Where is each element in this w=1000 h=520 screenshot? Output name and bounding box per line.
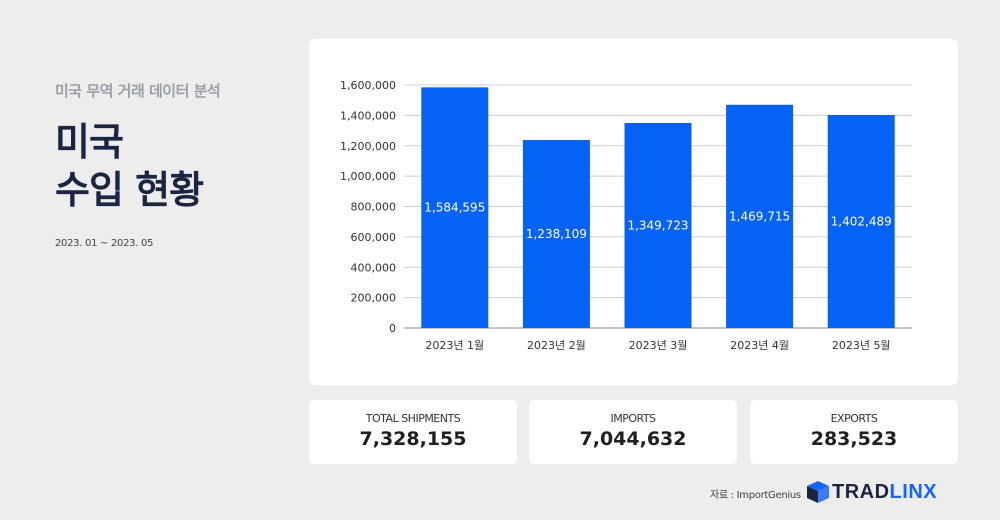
x-tick-label: 2023년 1월 — [425, 339, 484, 352]
stat-label: IMPORTS — [610, 412, 656, 425]
cube-logo-icon — [807, 481, 829, 503]
y-tick-label: 600,000 — [351, 231, 397, 244]
bar-value-label: 1,349,723 — [627, 219, 688, 233]
bar — [522, 139, 590, 328]
y-tick-label: 0 — [389, 322, 396, 335]
x-tick-label: 2023년 3월 — [629, 339, 688, 352]
y-tick-label: 1,200,000 — [340, 140, 396, 153]
stat-total-shipments: TOTAL SHIPMENTS 7,328,155 — [309, 400, 517, 464]
logo-text-part2: LINX — [889, 481, 938, 503]
x-tick-label: 2023년 4월 — [730, 339, 789, 352]
x-tick-label: 2023년 5월 — [832, 339, 891, 352]
bar-value-label: 1,584,595 — [424, 201, 485, 215]
y-tick-label: 800,000 — [351, 201, 397, 214]
bar-value-label: 1,238,109 — [526, 227, 587, 241]
title-line-2: 수입 현황 — [55, 168, 204, 212]
stat-label: EXPORTS — [830, 412, 878, 425]
bar — [421, 87, 489, 328]
y-tick-label: 200,000 — [351, 292, 397, 305]
stat-exports: EXPORTS 283,523 — [750, 400, 958, 464]
logo-text: TRADLINX — [832, 480, 937, 504]
stat-imports: IMPORTS 7,044,632 — [529, 400, 737, 464]
y-tick-label: 1,000,000 — [340, 170, 396, 183]
bar — [624, 123, 692, 328]
y-tick-label: 400,000 — [351, 261, 397, 274]
stat-value: 7,044,632 — [579, 428, 687, 450]
bar — [827, 114, 895, 329]
bar-chart: 0 200,000 400,000 600,000 800,000 1,000,000 1,… — [340, 79, 912, 352]
stat-value: 7,328,155 — [359, 428, 467, 450]
y-tick-label: 1,600,000 — [340, 79, 396, 92]
subtitle: 미국 무역 거래 데이터 분석 — [55, 82, 221, 100]
source-note: 자료 : ImportGenius — [710, 490, 801, 501]
tradlinx-logo: TRADLINX — [806, 480, 966, 504]
title-line-1: 미국 — [55, 120, 124, 164]
period-label: 2023. 01 ~ 2023. 05 — [55, 238, 154, 249]
bar-value-label: 1,402,489 — [831, 214, 892, 228]
x-tick-label: 2023년 2월 — [527, 339, 586, 352]
chart-card: 0 200,000 400,000 600,000 800,000 1,000,000 1,… — [309, 39, 958, 385]
logo-text-part1: TRAD — [832, 481, 890, 503]
page-title: 미국 수입 현황 — [55, 118, 204, 214]
bar-value-label: 1,469,715 — [729, 209, 790, 223]
y-tick-label: 1,400,000 — [340, 109, 396, 122]
stat-label: TOTAL SHIPMENTS — [365, 412, 461, 425]
bar — [726, 104, 794, 328]
stat-value: 283,523 — [810, 428, 898, 450]
